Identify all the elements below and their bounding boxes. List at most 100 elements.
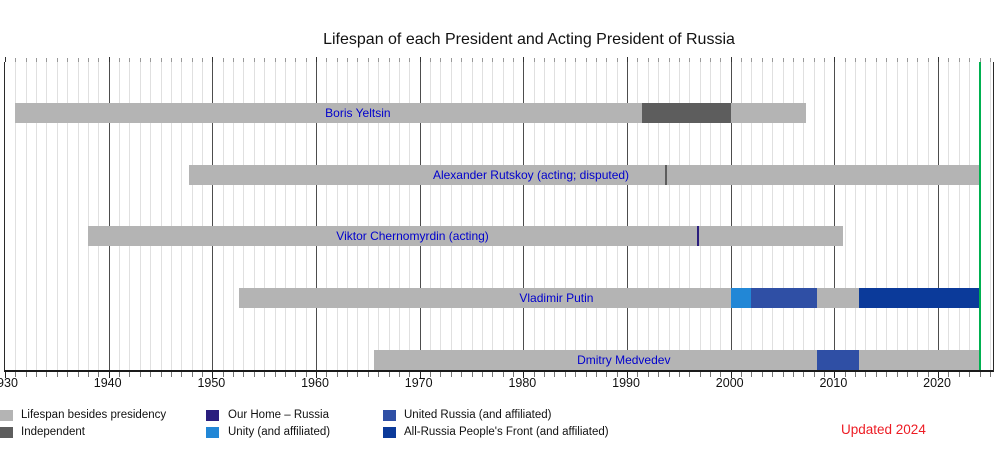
axis-tick-top bbox=[595, 58, 597, 62]
axis-tick-bottom bbox=[326, 372, 328, 377]
gridline-major bbox=[316, 62, 318, 370]
axis-tick-bottom bbox=[181, 372, 183, 377]
axis-tick-top bbox=[388, 58, 390, 62]
axis-tick-bottom bbox=[139, 372, 141, 377]
party-marker-our_home_russia bbox=[697, 226, 700, 247]
legend-swatch-arpf bbox=[383, 426, 396, 438]
axis-tick-bottom bbox=[606, 372, 608, 377]
axis-tick-top bbox=[191, 58, 193, 62]
gridline-minor bbox=[450, 62, 452, 370]
axis-tick-top bbox=[554, 58, 556, 62]
axis-tick-top bbox=[979, 58, 981, 62]
gridline-minor bbox=[201, 62, 203, 370]
axis-tick-top bbox=[46, 58, 48, 62]
axis-tick-bottom bbox=[409, 372, 411, 377]
axis-tick-bottom bbox=[761, 372, 763, 377]
gridline-minor bbox=[875, 62, 877, 370]
axis-tick-bottom bbox=[792, 372, 794, 377]
axis-tick-top bbox=[896, 58, 898, 62]
axis-tick-top bbox=[502, 58, 504, 62]
bar-segment-lifespan bbox=[374, 349, 818, 370]
axis-tick-top bbox=[855, 58, 857, 62]
axis-tick-bottom bbox=[906, 372, 908, 377]
axis-tick-bottom bbox=[886, 372, 888, 377]
chart-title: Lifespan of each President and Acting Pr… bbox=[323, 31, 735, 48]
gridline-major bbox=[212, 62, 214, 370]
gridline-minor bbox=[865, 62, 867, 370]
gridline-minor bbox=[243, 62, 245, 370]
axis-tick-bottom bbox=[865, 372, 867, 377]
axis-tick-bottom bbox=[471, 372, 473, 377]
bar-segment-lifespan bbox=[87, 226, 844, 247]
axis-tick-top bbox=[108, 57, 110, 62]
axis-tick-top bbox=[243, 58, 245, 62]
plot-area: Boris Yeltsin Alexander Rutskoy (acting; … bbox=[4, 57, 994, 378]
axis-tick-bottom bbox=[875, 372, 877, 377]
gridline-minor bbox=[430, 62, 432, 370]
gridline-minor bbox=[461, 62, 463, 370]
axis-tick-top bbox=[906, 58, 908, 62]
axis-tick-top bbox=[989, 58, 991, 62]
axis-tick-top bbox=[637, 58, 639, 62]
axis-tick-bottom bbox=[222, 372, 224, 377]
gridline-minor bbox=[150, 62, 152, 370]
gridline-minor bbox=[98, 62, 100, 370]
axis-tick-bottom bbox=[523, 372, 525, 378]
axis-tick-bottom bbox=[305, 372, 307, 377]
axis-tick-bottom bbox=[119, 372, 121, 377]
axis-tick-bottom bbox=[284, 372, 286, 377]
lifespan-bar: Vladimir Putin bbox=[239, 288, 980, 309]
gridline-major bbox=[834, 62, 836, 370]
axis-tick-top bbox=[233, 58, 235, 62]
gridline-minor bbox=[709, 62, 711, 370]
gridline-minor bbox=[274, 62, 276, 370]
x-axis-tick-label: 1930 bbox=[0, 376, 18, 390]
axis-tick-bottom bbox=[388, 372, 390, 377]
axis-tick-top bbox=[616, 58, 618, 62]
gridline-minor bbox=[969, 62, 971, 370]
axis-tick-top bbox=[875, 58, 877, 62]
axis-tick-bottom bbox=[46, 372, 48, 377]
bar-segment-lifespan bbox=[239, 288, 731, 309]
axis-tick-bottom bbox=[678, 372, 680, 377]
axis-tick-bottom bbox=[347, 372, 349, 377]
axis-tick-bottom bbox=[741, 372, 743, 377]
axis-tick-bottom bbox=[398, 372, 400, 377]
axis-tick-bottom bbox=[170, 372, 172, 377]
axis-tick-top bbox=[969, 58, 971, 62]
gridline-major bbox=[627, 62, 629, 370]
axis-tick-top bbox=[533, 58, 535, 62]
legend-swatch-our_home_russia bbox=[206, 410, 219, 421]
axis-tick-bottom bbox=[502, 372, 504, 377]
axis-tick-top bbox=[741, 58, 743, 62]
axis-tick-bottom bbox=[938, 372, 940, 378]
axis-tick-bottom bbox=[658, 372, 660, 377]
axis-tick-top bbox=[316, 57, 318, 62]
axis-tick-top bbox=[326, 58, 328, 62]
gridline-minor bbox=[585, 62, 587, 370]
axis-tick-top bbox=[56, 58, 58, 62]
axis-tick-bottom bbox=[979, 372, 981, 377]
gridline-minor bbox=[751, 62, 753, 370]
axis-tick-top bbox=[87, 58, 89, 62]
axis-tick-bottom bbox=[481, 372, 483, 377]
axis-tick-bottom bbox=[25, 372, 27, 377]
x-axis-tick-label: 1940 bbox=[93, 376, 122, 390]
gridline-minor bbox=[305, 62, 307, 370]
gridline-minor bbox=[181, 62, 183, 370]
axis-tick-bottom bbox=[647, 372, 649, 377]
axis-tick-top bbox=[67, 58, 69, 62]
bar-segment-arpf bbox=[858, 288, 980, 309]
axis-tick-top bbox=[419, 57, 421, 62]
gridline-minor bbox=[492, 62, 494, 370]
axis-tick-top bbox=[440, 58, 442, 62]
gridline-minor bbox=[440, 62, 442, 370]
axis-tick-bottom bbox=[108, 372, 110, 378]
axis-tick-bottom bbox=[274, 372, 276, 377]
bar-label: Dmitry Medvedev bbox=[577, 352, 671, 367]
gridline-minor bbox=[336, 62, 338, 370]
gridline-minor bbox=[295, 62, 297, 370]
gridline-minor bbox=[512, 62, 514, 370]
axis-tick-top bbox=[481, 58, 483, 62]
gridline-minor bbox=[87, 62, 89, 370]
